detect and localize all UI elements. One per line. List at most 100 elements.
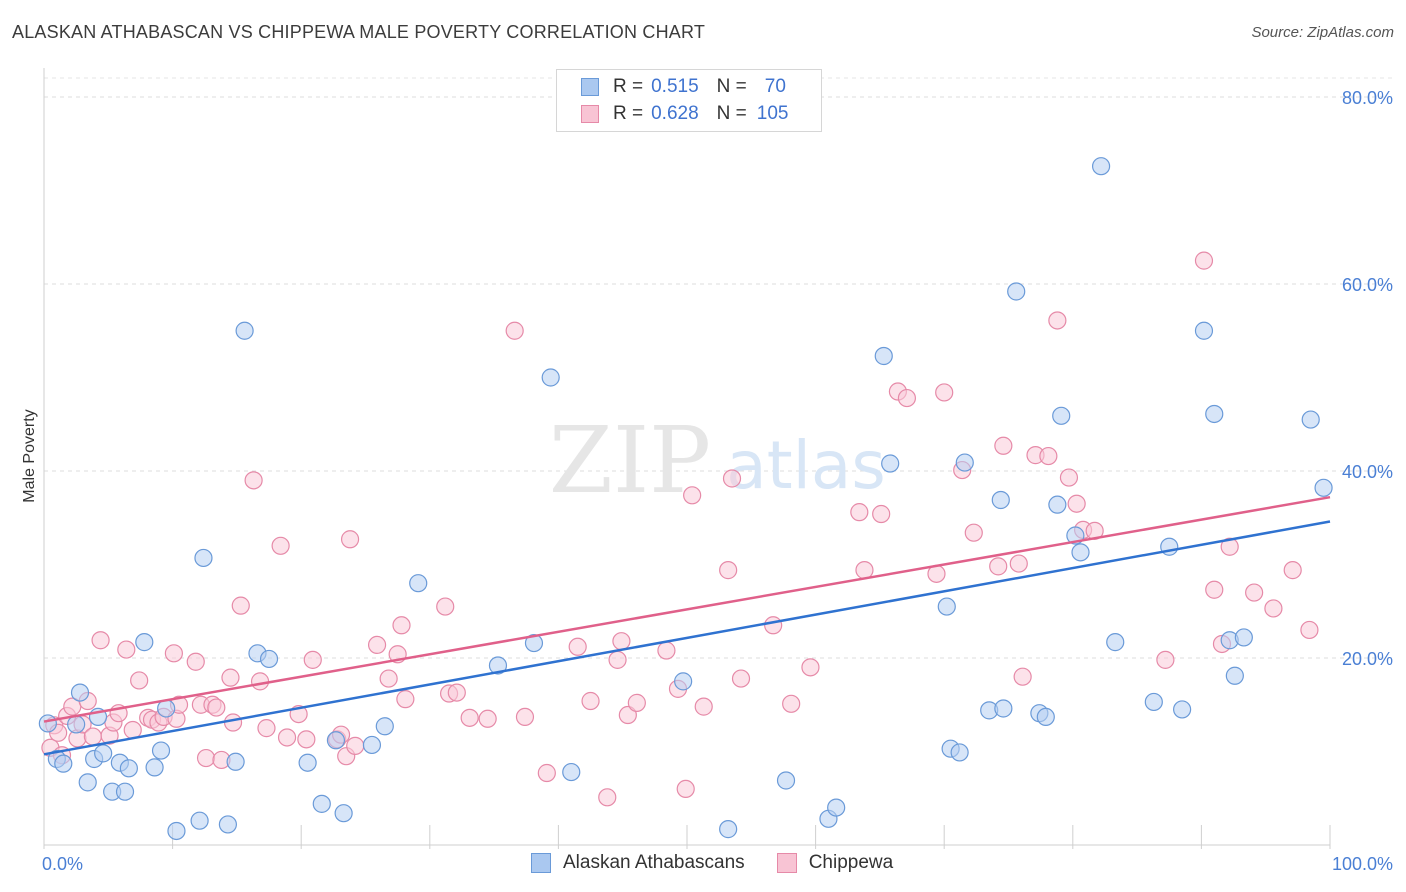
data-point — [1013, 667, 1032, 686]
data-point — [235, 321, 254, 340]
legend-r-label: R = — [613, 103, 644, 124]
data-point — [991, 490, 1010, 510]
legend-n-value: 70 — [764, 76, 786, 97]
data-point — [505, 321, 524, 340]
data-point — [396, 690, 415, 709]
data-point — [196, 748, 216, 768]
data-point — [70, 683, 90, 702]
data-point — [683, 486, 702, 505]
data-point — [801, 658, 820, 677]
chart-title: ALASKAN ATHABASCAN VS CHIPPEWA MALE POVE… — [12, 22, 706, 42]
data-point — [91, 631, 110, 650]
data-point — [312, 794, 331, 813]
series-swatch-athabascan — [531, 853, 551, 873]
data-point — [994, 436, 1013, 455]
data-point — [935, 383, 954, 402]
data-point — [257, 719, 276, 738]
trend-line — [43, 520, 1331, 756]
data-points — [38, 157, 1333, 841]
data-point — [94, 744, 113, 763]
data-point — [447, 683, 466, 702]
data-point — [119, 759, 138, 778]
data-point — [1106, 633, 1125, 652]
legend-n-label: N = — [716, 103, 747, 124]
data-point — [1220, 537, 1239, 556]
data-point — [782, 694, 801, 713]
data-point — [994, 699, 1013, 718]
correlation-legend: R = 0.515 N = 70 R = 0.628 N = 105 — [556, 69, 822, 132]
series-swatch-chippewa — [776, 853, 797, 873]
data-point — [612, 632, 631, 651]
data-point — [657, 641, 676, 660]
data-point — [1144, 692, 1163, 712]
data-point — [1225, 666, 1244, 685]
data-point — [117, 640, 136, 659]
data-point — [250, 672, 270, 691]
data-point — [303, 650, 322, 669]
data-point — [326, 731, 346, 750]
x-tick-label: 0.0% — [42, 854, 83, 874]
data-point — [1245, 583, 1264, 602]
data-point — [627, 693, 646, 712]
data-point — [194, 548, 213, 568]
legend-swatch-athabascan — [581, 78, 599, 96]
data-point — [346, 736, 365, 755]
series-label-athabascan: Alaskan Athabascans — [563, 852, 745, 873]
series-label-chippewa: Chippewa — [808, 852, 894, 873]
data-point — [277, 728, 297, 747]
data-point — [608, 650, 627, 669]
data-point — [1007, 282, 1026, 301]
watermark: ZIP atlas — [549, 407, 886, 514]
data-point — [392, 616, 411, 635]
axes: 20.0% 40.0% 60.0% 80.0% 0.0% 100.0% — [42, 68, 1393, 874]
data-point — [1301, 410, 1320, 429]
x-tick-label: 100.0% — [1332, 854, 1393, 874]
axis-labels: Male Poverty — [21, 409, 38, 502]
data-point — [676, 779, 695, 799]
legend-r-label: R = — [613, 76, 644, 97]
data-point — [989, 557, 1008, 576]
data-point — [694, 697, 713, 716]
data-point — [190, 811, 209, 830]
data-point — [167, 821, 186, 841]
data-point — [874, 346, 893, 366]
data-point — [1048, 495, 1067, 514]
source-credit: Source: ZipAtlas.com — [1251, 24, 1394, 41]
data-point — [78, 773, 97, 792]
data-point — [1052, 406, 1071, 425]
data-point — [850, 503, 869, 522]
data-point — [881, 454, 900, 473]
data-point — [226, 752, 245, 771]
data-point — [1091, 157, 1111, 176]
data-point — [231, 596, 250, 615]
data-point — [515, 707, 535, 727]
legend-swatch-chippewa — [581, 105, 599, 123]
data-point — [409, 574, 428, 593]
data-point — [1234, 628, 1253, 647]
y-tick-label: 20.0% — [1342, 649, 1393, 669]
data-point — [541, 368, 560, 387]
data-point — [764, 616, 783, 635]
data-point — [581, 691, 600, 711]
data-point — [674, 672, 693, 691]
data-point — [872, 504, 891, 524]
data-point — [83, 727, 102, 746]
data-point — [244, 471, 263, 490]
series-legend: Alaskan Athabascans Chippewa — [531, 852, 925, 874]
data-point — [1067, 494, 1086, 513]
data-point — [1205, 404, 1224, 424]
data-point — [897, 388, 917, 408]
y-tick-label: 40.0% — [1342, 462, 1393, 482]
data-point — [719, 561, 738, 580]
grid-lines — [44, 77, 1393, 659]
legend-row-chippewa: R = 0.628 N = 105 — [581, 102, 788, 126]
data-point — [618, 705, 637, 725]
legend-r-value: 0.515 — [651, 76, 699, 97]
data-point — [334, 804, 353, 823]
data-point — [1048, 311, 1067, 330]
data-point — [1173, 700, 1192, 719]
data-point — [488, 656, 508, 675]
data-point — [731, 669, 751, 688]
data-point — [218, 815, 237, 834]
data-point — [207, 698, 226, 717]
